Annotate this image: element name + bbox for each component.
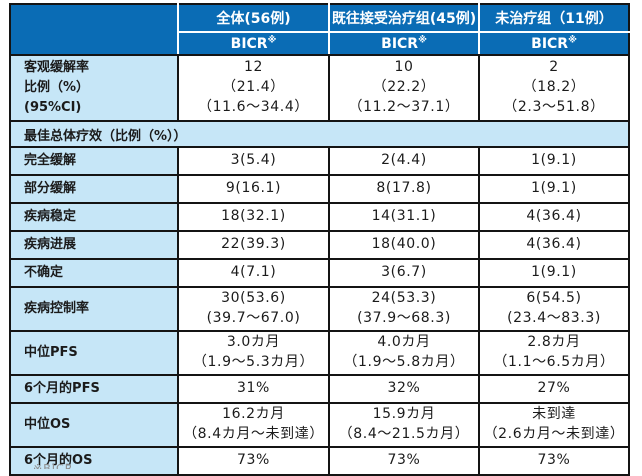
cell-ne-untreated: 1(9.1) xyxy=(478,258,630,289)
section-header-best-overall-response: 最佳总体疗效（比例（%）） xyxy=(9,120,630,149)
corner-cell xyxy=(9,3,179,56)
cell-pd-previously-treated: 18(40.0) xyxy=(328,230,480,261)
clipped-footnote-text: ※BICR xyxy=(33,464,143,469)
cell-pr-overall: 9(16.1) xyxy=(177,174,330,205)
table-row: 疾病控制率 30(53.6) (39.7～67.0) 24(53.3) (37.… xyxy=(9,286,630,333)
table-header: 全体(56例) 既往接受治疗组(45例) 未治疗组（11例） BICR※ BIC… xyxy=(9,3,630,56)
row-label-median-os: 中位OS xyxy=(9,401,179,448)
cell-sd-overall: 18(32.1) xyxy=(177,202,330,233)
col-header-previously-treated: 既往接受治疗组(45例) xyxy=(328,3,480,33)
row-label-6month-pfs: 6个月的PFS xyxy=(9,373,179,404)
cell-mpfs-previously-treated: 4.0カ月 （1.9～5.8カ月） xyxy=(328,330,480,376)
clipped-footnote-fragment: ※BICR xyxy=(33,464,143,469)
cell-mos-overall: 16.2カ月 （8.4カ月～未到達） xyxy=(177,401,330,448)
table-row: 客观缓解率 比例（%） (95%CI) 12 （21.4） （11.6～34.4… xyxy=(9,53,630,123)
cell-ne-overall: 4(7.1) xyxy=(177,258,330,289)
subheader-bicr-untreated: BICR※ xyxy=(478,31,630,56)
cell-pr-previously-treated: 8(17.8) xyxy=(328,174,480,205)
cell-ne-previously-treated: 3(6.7) xyxy=(328,258,480,289)
cell-sd-previously-treated: 14(31.1) xyxy=(328,202,480,233)
cell-orr-overall: 12 （21.4） （11.6～34.4） xyxy=(177,53,330,123)
table-row: 中位PFS 3.0カ月 （1.9～5.3カ月） 4.0カ月 （1.9～5.8カ月… xyxy=(9,330,630,376)
cell-dcr-untreated: 6(54.5) (23.4～83.3) xyxy=(478,286,630,333)
row-label-not-evaluable: 不确定 xyxy=(9,258,179,289)
cell-6pfs-overall: 31% xyxy=(177,373,330,404)
row-label-orr: 客观缓解率 比例（%） (95%CI) xyxy=(9,53,179,123)
table-row: 部分缓解 9(16.1) 8(17.8) 1(9.1) xyxy=(9,174,630,205)
col-header-overall: 全体(56例) xyxy=(177,3,330,33)
cell-pd-overall: 22(39.3) xyxy=(177,230,330,261)
reference-mark-icon: ※ xyxy=(568,34,577,45)
cell-dcr-previously-treated: 24(53.3) (37.9～68.3) xyxy=(328,286,480,333)
table-row: 6个月的PFS 31% 32% 27% xyxy=(9,373,630,404)
cell-cr-overall: 3(5.4) xyxy=(177,146,330,177)
cell-cr-previously-treated: 2(4.4) xyxy=(328,146,480,177)
row-label-stable-disease: 疾病稳定 xyxy=(9,202,179,233)
cell-mpfs-untreated: 2.8カ月 （1.1～6.5カ月） xyxy=(478,330,630,376)
row-label-progressive-disease: 疾病进展 xyxy=(9,230,179,261)
cell-6pfs-previously-treated: 32% xyxy=(328,373,480,404)
cell-mpfs-overall: 3.0カ月 （1.9～5.3カ月） xyxy=(177,330,330,376)
subheader-bicr-previously-treated: BICR※ xyxy=(328,31,480,56)
cell-6os-overall: 73% xyxy=(177,445,330,476)
row-label-median-pfs: 中位PFS xyxy=(9,330,179,376)
row-label-partial-response: 部分缓解 xyxy=(9,174,179,205)
cell-cr-untreated: 1(9.1) xyxy=(478,146,630,177)
bicr-label: BICR xyxy=(531,35,569,52)
table-row: 疾病进展 22(39.3) 18(40.0) 4(36.4) xyxy=(9,230,630,261)
table-body: 客观缓解率 比例（%） (95%CI) 12 （21.4） （11.6～34.4… xyxy=(9,53,630,476)
reference-mark-icon: ※ xyxy=(267,34,277,45)
table-row: 不确定 4(7.1) 3(6.7) 1(9.1) xyxy=(9,258,630,289)
cell-6os-untreated: 73% xyxy=(478,445,630,476)
table-row: 疾病稳定 18(32.1) 14(31.1) 4(36.4) xyxy=(9,202,630,233)
cell-pr-untreated: 1(9.1) xyxy=(478,174,630,205)
row-label-6month-os: 6个月的OS xyxy=(9,445,179,476)
cell-dcr-overall: 30(53.6) (39.7～67.0) xyxy=(177,286,330,333)
row-label-complete-response: 完全缓解 xyxy=(9,146,179,177)
cell-orr-previously-treated: 10 （22.2） （11.2～37.1） xyxy=(328,53,480,123)
cell-6os-previously-treated: 73% xyxy=(328,445,480,476)
col-header-untreated: 未治疗组（11例） xyxy=(478,3,630,33)
table-row: 中位OS 16.2カ月 （8.4カ月～未到達） 15.9カ月 （8.4～21.5… xyxy=(9,401,630,448)
cell-sd-untreated: 4(36.4) xyxy=(478,202,630,233)
cell-mos-untreated: 未到達 （2.6カ月～未到達） xyxy=(478,401,630,448)
cell-6pfs-untreated: 27% xyxy=(478,373,630,404)
subheader-bicr-overall: BICR※ xyxy=(177,31,330,56)
cell-orr-untreated: 2 （18.2） （2.3～51.8） xyxy=(478,53,630,123)
table-row: 6个月的OS 73% 73% 73% xyxy=(9,445,630,476)
clinical-results-table: 全体(56例) 既往接受治疗组(45例) 未治疗组（11例） BICR※ BIC… xyxy=(9,3,630,476)
section-row: 最佳总体疗效（比例（%）） xyxy=(9,120,630,149)
table-row: 完全缓解 3(5.4) 2(4.4) 1(9.1) xyxy=(9,146,630,177)
bicr-label: BICR xyxy=(230,35,268,52)
reference-mark-icon: ※ xyxy=(418,34,427,45)
bicr-label: BICR xyxy=(381,35,419,52)
row-label-disease-control-rate: 疾病控制率 xyxy=(9,286,179,333)
cell-mos-previously-treated: 15.9カ月 （8.4～21.5カ月） xyxy=(328,401,480,448)
cell-pd-untreated: 4(36.4) xyxy=(478,230,630,261)
